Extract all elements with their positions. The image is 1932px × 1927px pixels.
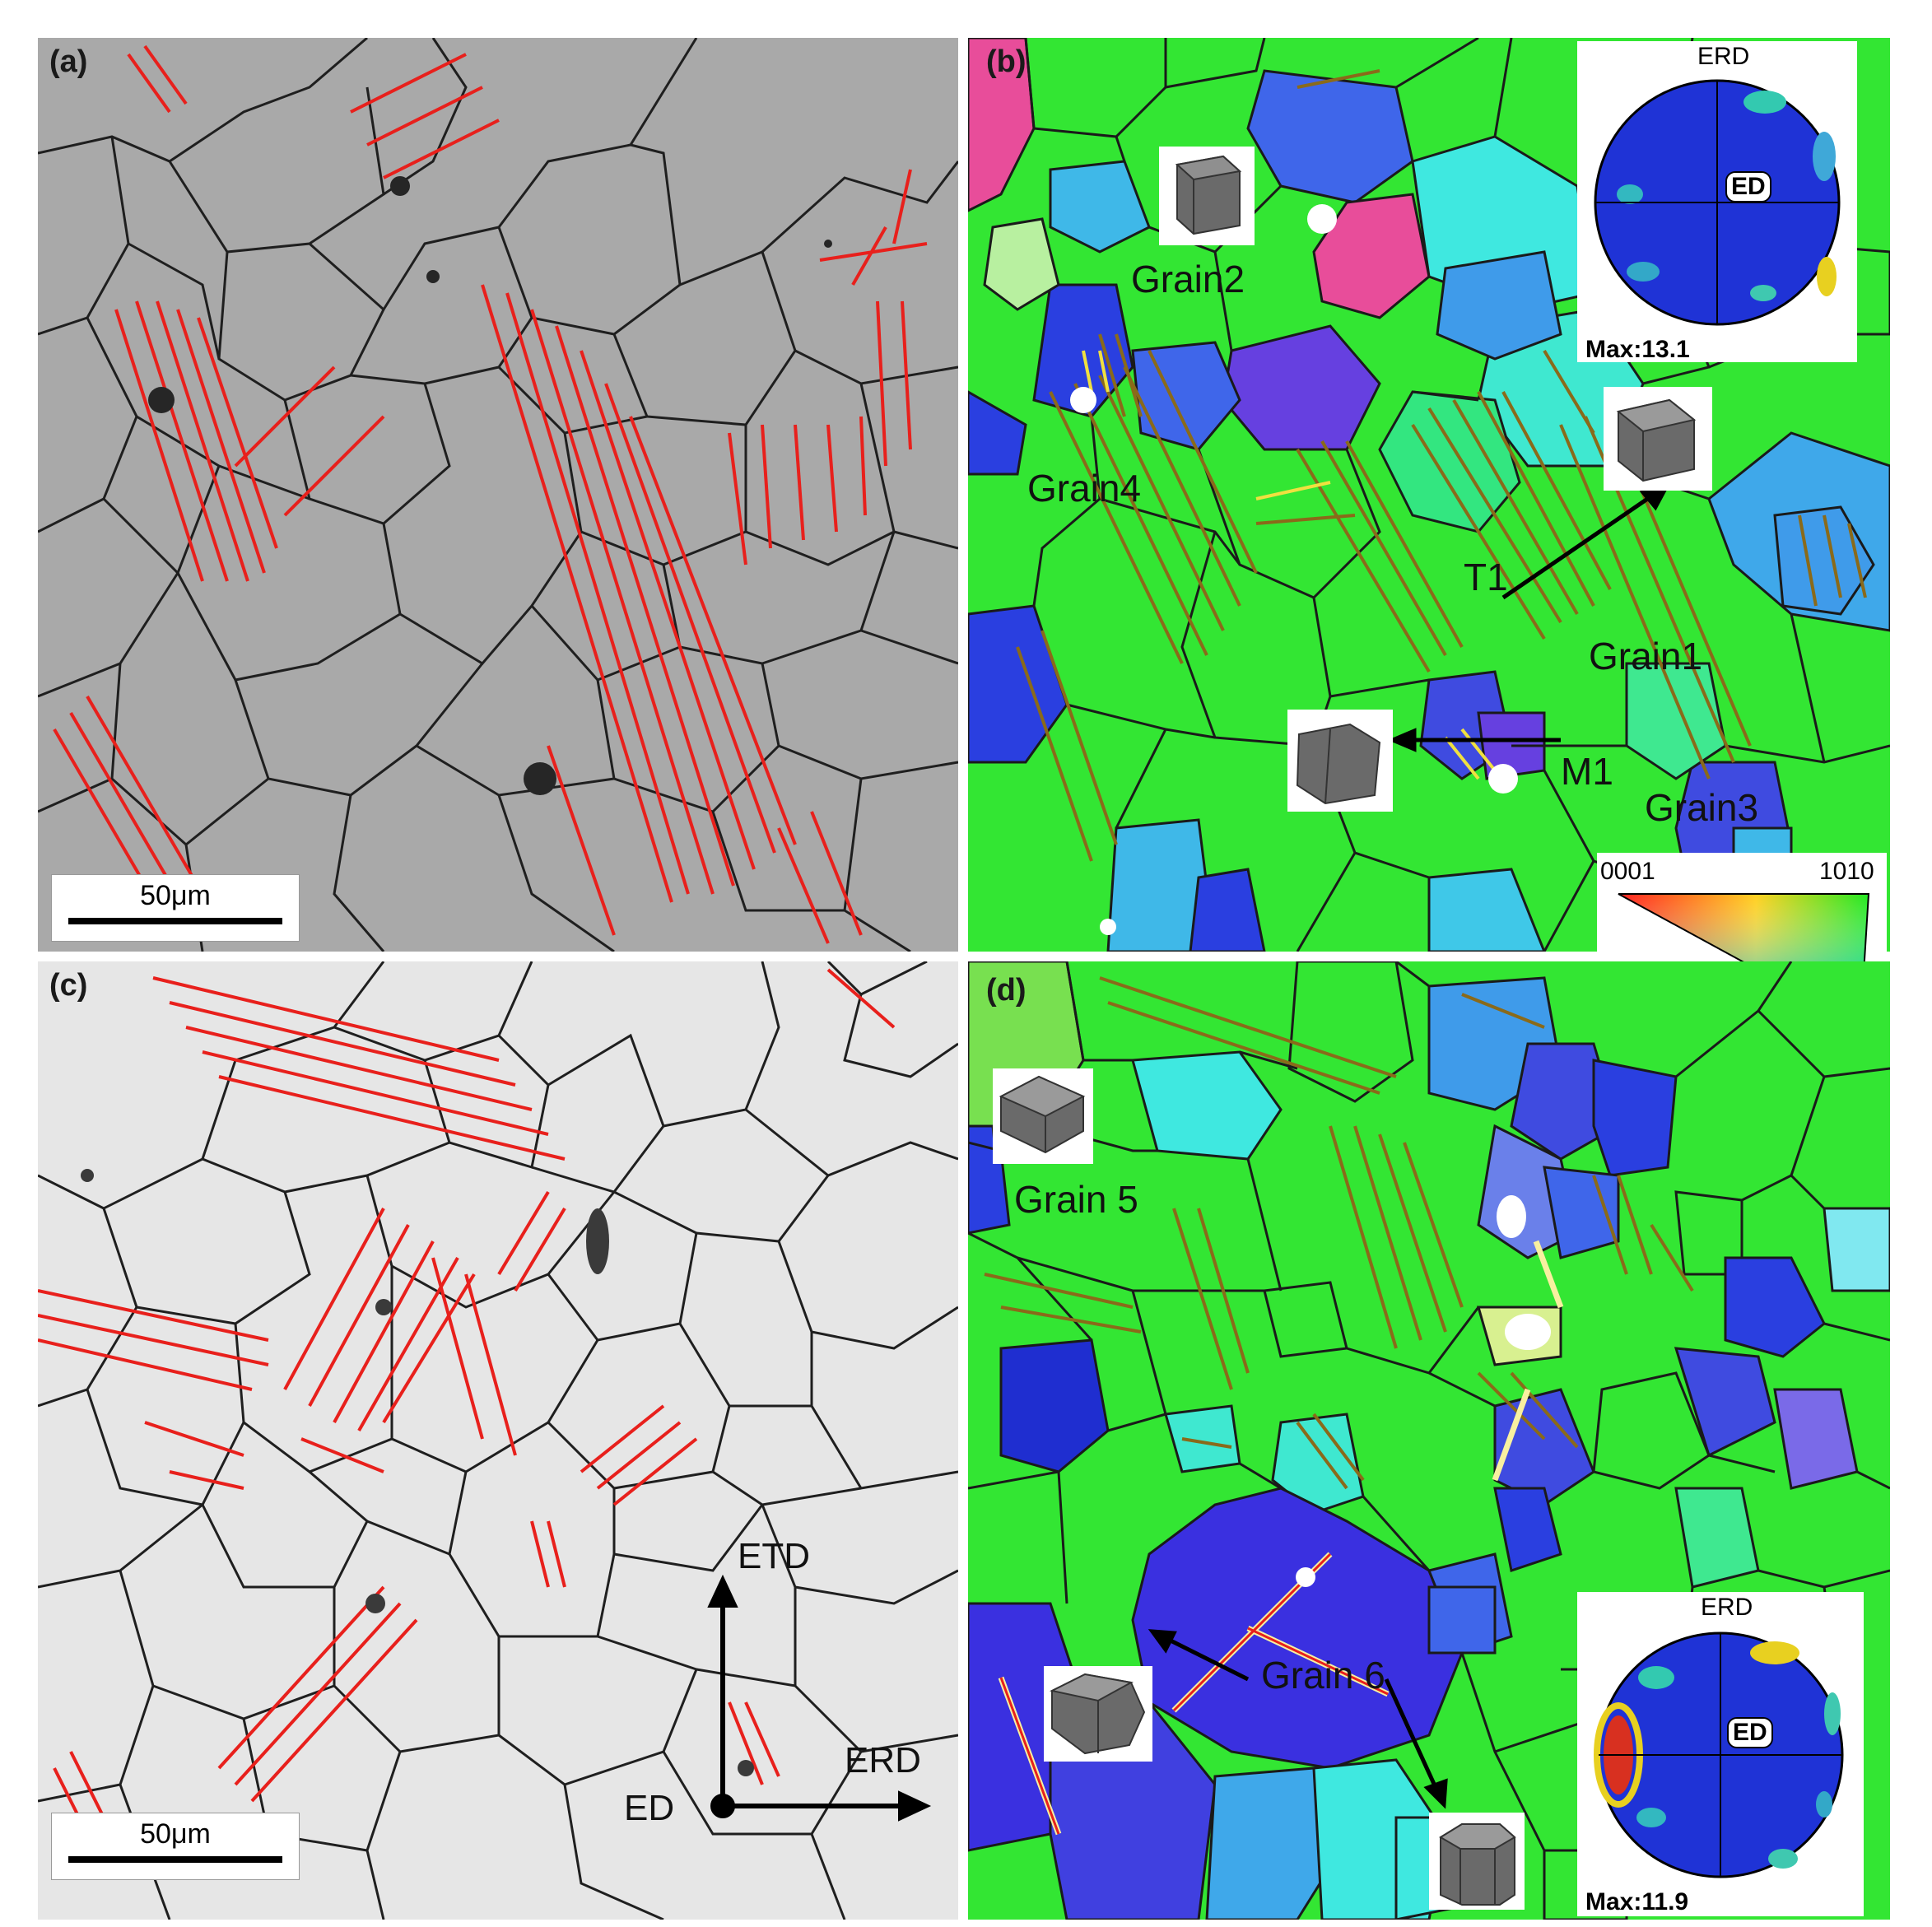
panel-d-label: (d) [986, 973, 1027, 1008]
pole-figure-d-max: Max:11.9 [1585, 1888, 1689, 1915]
ipf-corner-1010: 1010 [1819, 858, 1874, 885]
grain6-label: Grain 6 [1261, 1654, 1385, 1697]
grain6-orientation-cube-left [1044, 1666, 1152, 1762]
hex-prism-icon [1175, 155, 1242, 235]
pole-figure-b-plot [1594, 79, 1841, 326]
pole-figure-b-max: Max:13.1 [1585, 336, 1690, 363]
panel-b-ebsd-map [968, 38, 1890, 952]
panel-a-scale-bar: 50μm [51, 874, 300, 942]
grain5-label: Grain 5 [1014, 1178, 1138, 1221]
grain3-label: Grain3 [1645, 786, 1759, 829]
panel-b: (b) Grain2 Grain4 ERD ED Max:13.1 [968, 38, 1890, 952]
panel-c-micrograph [38, 961, 958, 1920]
grain2-orientation-cube [1159, 147, 1255, 245]
hex-prism-icon [1616, 398, 1697, 482]
marker-m1: M1 [1561, 750, 1613, 793]
pole-figure-d-top-label: ERD [1701, 1594, 1753, 1621]
panel-c: (c) 50μm ETD ERD ED [38, 961, 958, 1920]
grain5-orientation-cube [993, 1068, 1093, 1164]
hex-prism-icon [1050, 1673, 1146, 1755]
marker-t1: T1 [1464, 556, 1508, 598]
hex-prism-icon [1439, 1823, 1516, 1906]
ipf-corner-0001: 0001 [1600, 858, 1655, 885]
grain2-label: Grain2 [1131, 258, 1245, 300]
scale-bar-text: 50μm [140, 880, 211, 911]
grain6-orientation-cube-right [1429, 1813, 1525, 1910]
scale-bar-line [68, 918, 282, 924]
pole-figure-b-top-label: ERD [1697, 43, 1750, 70]
hex-prism-icon [999, 1075, 1086, 1154]
pole-figure-b: ERD ED Max:13.1 [1577, 41, 1857, 363]
panel-a-label: (a) [49, 44, 88, 79]
scale-bar-line [68, 1856, 282, 1863]
panel-c-label: (c) [49, 968, 88, 1003]
pole-figure-d-center-label: ED [1727, 1717, 1773, 1748]
panel-c-scale-bar: 50μm [51, 1813, 300, 1880]
panel-a: (a) 50μm [38, 38, 958, 952]
panel-a-micrograph [38, 38, 958, 952]
pole-figure-b-center-label: ED [1725, 171, 1771, 202]
t1-orientation-cube [1604, 387, 1712, 491]
scale-bar-text: 50μm [140, 1818, 211, 1850]
m1-orientation-cube [1287, 710, 1393, 812]
panel-b-label: (b) [986, 44, 1027, 79]
axis-erd: ERD [845, 1740, 921, 1780]
panel-d: (d) Grain 5 Grain 6 ERD [968, 961, 1890, 1920]
hex-prism-icon [1296, 723, 1381, 805]
pole-figure-d: ERD ED Max:11.9 [1577, 1592, 1864, 1916]
pole-figure-d-plot [1594, 1631, 1844, 1878]
axis-ed: ED [624, 1788, 675, 1828]
grain4-label: Grain4 [1027, 467, 1142, 510]
grain1-label: Grain1 [1589, 635, 1703, 677]
axis-etd: ETD [738, 1536, 810, 1576]
